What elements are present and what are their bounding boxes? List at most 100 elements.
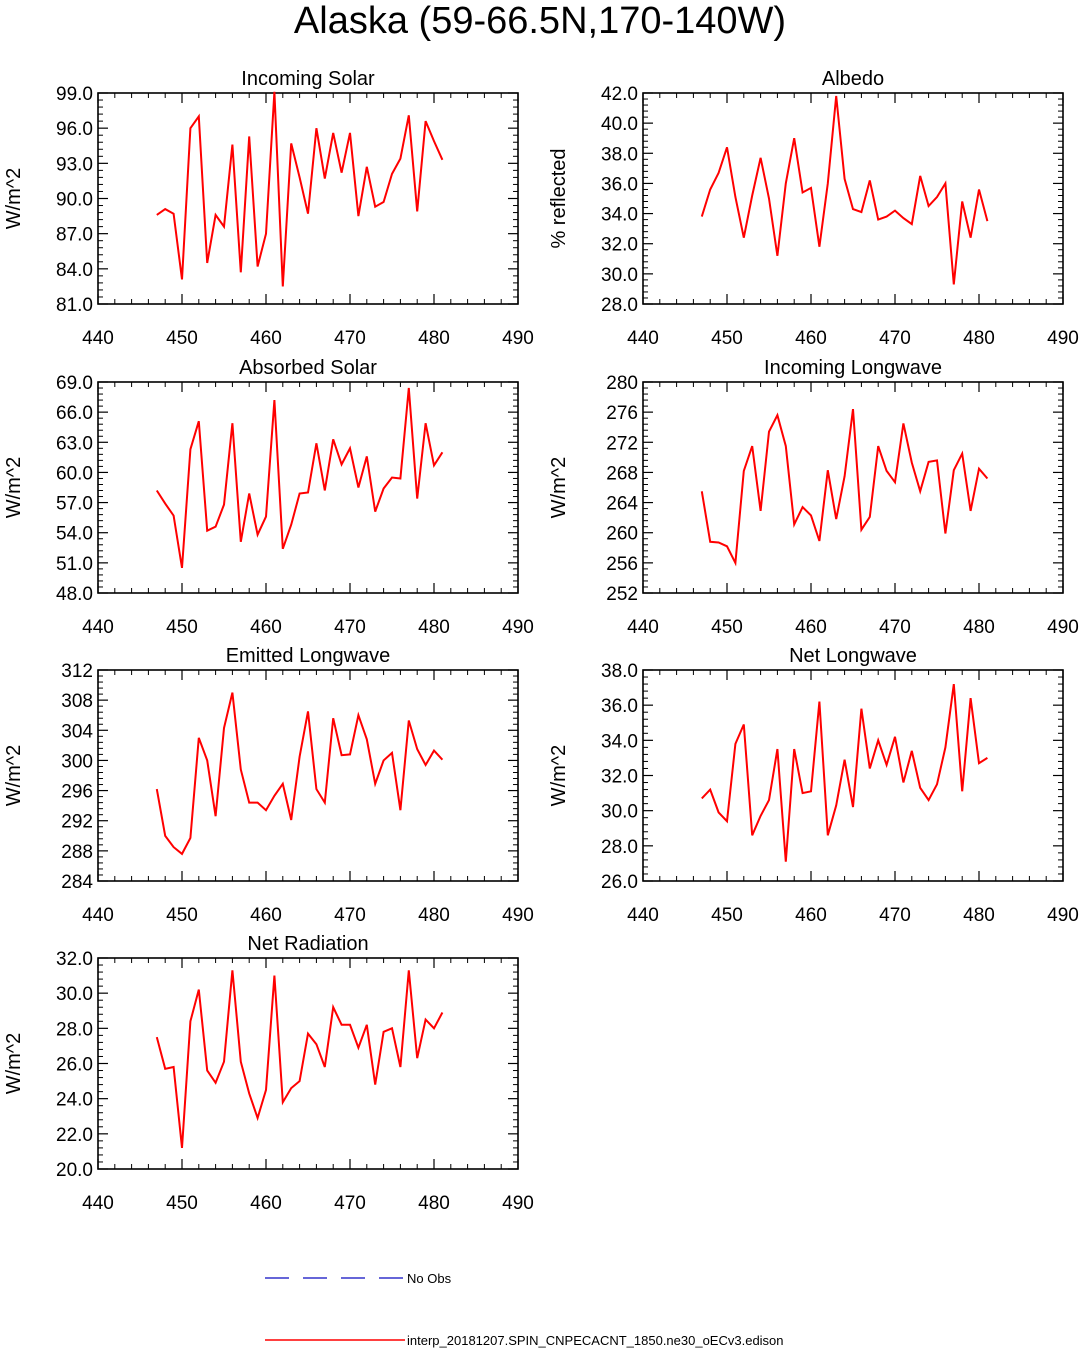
x-tick-label: 470 [334, 905, 366, 926]
y-axis-label: W/m^2 [548, 745, 570, 807]
x-tick-label: 470 [879, 617, 911, 638]
x-tick-label: 480 [963, 328, 995, 349]
x-tick-label: 480 [418, 905, 450, 926]
x-tick-label: 460 [795, 617, 827, 638]
y-tick-label: 69.0 [56, 373, 93, 394]
x-tick-label: 460 [250, 328, 282, 349]
x-tick-label: 440 [82, 1193, 114, 1214]
x-tick-label: 440 [627, 905, 659, 926]
y-tick-label: 87.0 [56, 225, 93, 246]
x-tick-label: 460 [250, 1193, 282, 1214]
x-tick-label: 470 [334, 328, 366, 349]
y-tick-label: 256 [606, 554, 638, 575]
y-tick-label: 312 [61, 661, 93, 682]
y-tick-label: 30.0 [601, 802, 638, 823]
y-tick-label: 60.0 [56, 463, 93, 484]
y-axis-label: % reflected [548, 148, 570, 248]
chart-title: Net Radiation [247, 933, 368, 955]
x-tick-label: 440 [627, 617, 659, 638]
y-tick-label: 32.0 [601, 767, 638, 788]
y-axis-label: W/m^2 [3, 457, 25, 519]
series-line [155, 970, 444, 1149]
y-tick-label: 84.0 [56, 260, 93, 281]
y-tick-label: 32.0 [601, 235, 638, 256]
x-tick-label: 470 [879, 328, 911, 349]
y-tick-label: 28.0 [601, 837, 638, 858]
x-tick-label: 450 [166, 905, 198, 926]
y-tick-label: 284 [61, 872, 93, 893]
y-tick-label: 292 [61, 812, 93, 833]
y-tick-label: 28.0 [56, 1019, 93, 1040]
x-tick-label: 450 [711, 905, 743, 926]
y-axis-label: W/m^2 [3, 1033, 25, 1095]
chart-panel: Emitted Longwave W/m^2 440 450 460 470 480 490 2… [3, 645, 534, 926]
chart-panel: Albedo % reflected 440 450 460 470 480 490 28.0 3… [548, 68, 1079, 349]
y-tick-label: 81.0 [56, 295, 93, 316]
y-tick-label: 308 [61, 691, 93, 712]
y-tick-label: 30.0 [56, 984, 93, 1005]
x-tick-label: 480 [418, 1193, 450, 1214]
x-tick-label: 460 [250, 617, 282, 638]
y-tick-label: 300 [61, 751, 93, 772]
x-tick-label: 460 [795, 328, 827, 349]
x-tick-label: 490 [502, 328, 534, 349]
plot-frame [97, 669, 519, 882]
y-tick-label: 288 [61, 842, 93, 863]
x-tick-label: 480 [418, 617, 450, 638]
series-line [700, 95, 989, 285]
y-tick-label: 38.0 [601, 661, 638, 682]
x-tick-label: 470 [334, 1193, 366, 1214]
legend-model-label: interp_20181207.SPIN_CNPECACNT_1850.ne30… [407, 1333, 784, 1348]
x-tick-label: 450 [711, 617, 743, 638]
chart-title: Albedo [822, 68, 884, 90]
x-tick-label: 490 [1047, 328, 1079, 349]
series-line [700, 408, 989, 567]
chart-title: Incoming Solar [241, 68, 375, 90]
x-tick-label: 480 [963, 905, 995, 926]
y-tick-label: 280 [606, 373, 638, 394]
y-tick-label: 34.0 [601, 205, 638, 226]
y-tick-label: 296 [61, 782, 93, 803]
y-tick-label: 26.0 [601, 872, 638, 893]
chart-title: Incoming Longwave [764, 357, 942, 379]
chart-panel: Absorbed Solar W/m^2 440 450 460 470 480 490 48.… [3, 357, 534, 638]
y-tick-label: 30.0 [601, 265, 638, 286]
y-axis-label: W/m^2 [3, 168, 25, 230]
y-tick-label: 93.0 [56, 154, 93, 175]
y-tick-label: 99.0 [56, 84, 93, 105]
x-tick-label: 460 [795, 905, 827, 926]
x-tick-label: 450 [711, 328, 743, 349]
figure-title: Alaska (59-66.5N,170-140W) [293, 0, 787, 42]
y-tick-label: 252 [606, 584, 638, 605]
x-tick-label: 450 [166, 1193, 198, 1214]
x-tick-label: 440 [82, 617, 114, 638]
y-tick-label: 32.0 [56, 949, 93, 970]
y-tick-label: 63.0 [56, 433, 93, 454]
plot-frame [97, 381, 519, 594]
chart-title: Emitted Longwave [226, 645, 391, 667]
plot-frame [97, 957, 519, 1170]
y-tick-label: 40.0 [601, 114, 638, 135]
y-tick-label: 276 [606, 403, 638, 424]
y-tick-label: 51.0 [56, 554, 93, 575]
x-tick-label: 440 [627, 328, 659, 349]
series-line [156, 91, 444, 287]
y-tick-label: 268 [606, 463, 638, 484]
y-tick-label: 20.0 [56, 1160, 93, 1181]
series-line [701, 683, 988, 862]
y-tick-label: 36.0 [601, 696, 638, 717]
x-tick-label: 470 [879, 905, 911, 926]
chart-panel: Incoming Solar W/m^2 440 450 460 470 480 490 81.… [3, 68, 534, 349]
x-tick-label: 460 [250, 905, 282, 926]
y-tick-label: 264 [606, 494, 638, 515]
y-tick-label: 36.0 [601, 174, 638, 195]
series-line [155, 692, 444, 856]
x-tick-label: 450 [166, 617, 198, 638]
x-tick-label: 470 [334, 617, 366, 638]
y-tick-label: 26.0 [56, 1055, 93, 1076]
x-tick-label: 490 [502, 905, 534, 926]
y-tick-label: 54.0 [56, 524, 93, 545]
plot-frame [97, 92, 519, 305]
y-tick-label: 38.0 [601, 144, 638, 165]
